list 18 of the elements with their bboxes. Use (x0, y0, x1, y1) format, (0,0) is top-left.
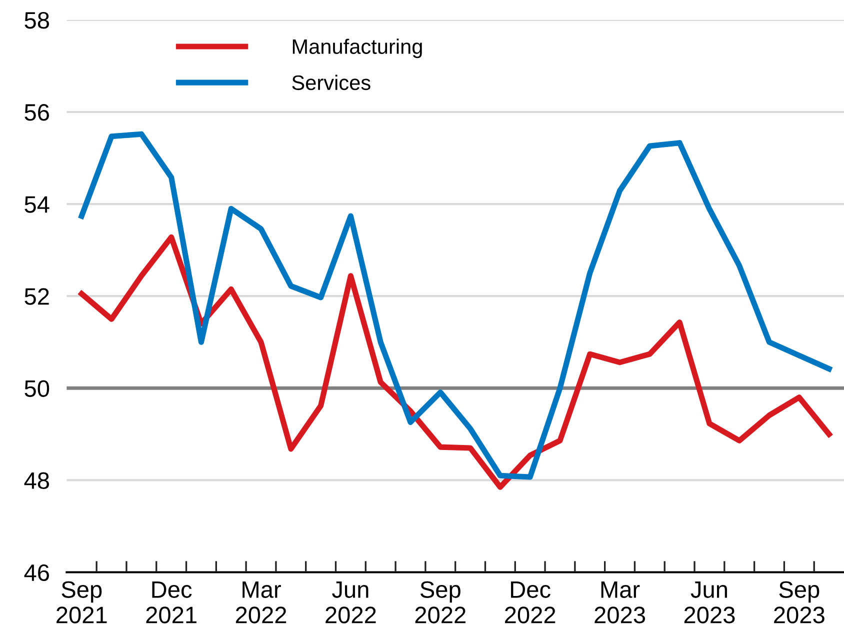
y-tick-label: 58 (24, 12, 49, 29)
x-tick-label: Dec 2021 (146, 581, 196, 624)
y-tick-label: 50 (24, 380, 50, 397)
legend-label: Manufacturing (292, 38, 422, 58)
x-tick-label: Mar 2022 (236, 581, 286, 624)
y-tick-label: 48 (24, 472, 49, 489)
y-tick-label: 52 (24, 288, 49, 305)
x-tick-label: Sep 2023 (774, 581, 824, 624)
y-tick-label: 54 (24, 196, 50, 213)
x-tick-label: Dec 2022 (505, 581, 556, 624)
y-tick-label: 56 (24, 104, 49, 121)
x-tick-label: Sep 2022 (415, 581, 466, 624)
y-tick-label: 46 (24, 564, 49, 582)
x-tick-label: Mar 2023 (594, 581, 645, 624)
x-tick-label: Sep 2021 (56, 581, 107, 624)
x-tick-label: Jun 2022 (326, 581, 376, 624)
legend-label: Services (292, 74, 370, 90)
x-tick-label: Jun 2023 (684, 581, 735, 624)
